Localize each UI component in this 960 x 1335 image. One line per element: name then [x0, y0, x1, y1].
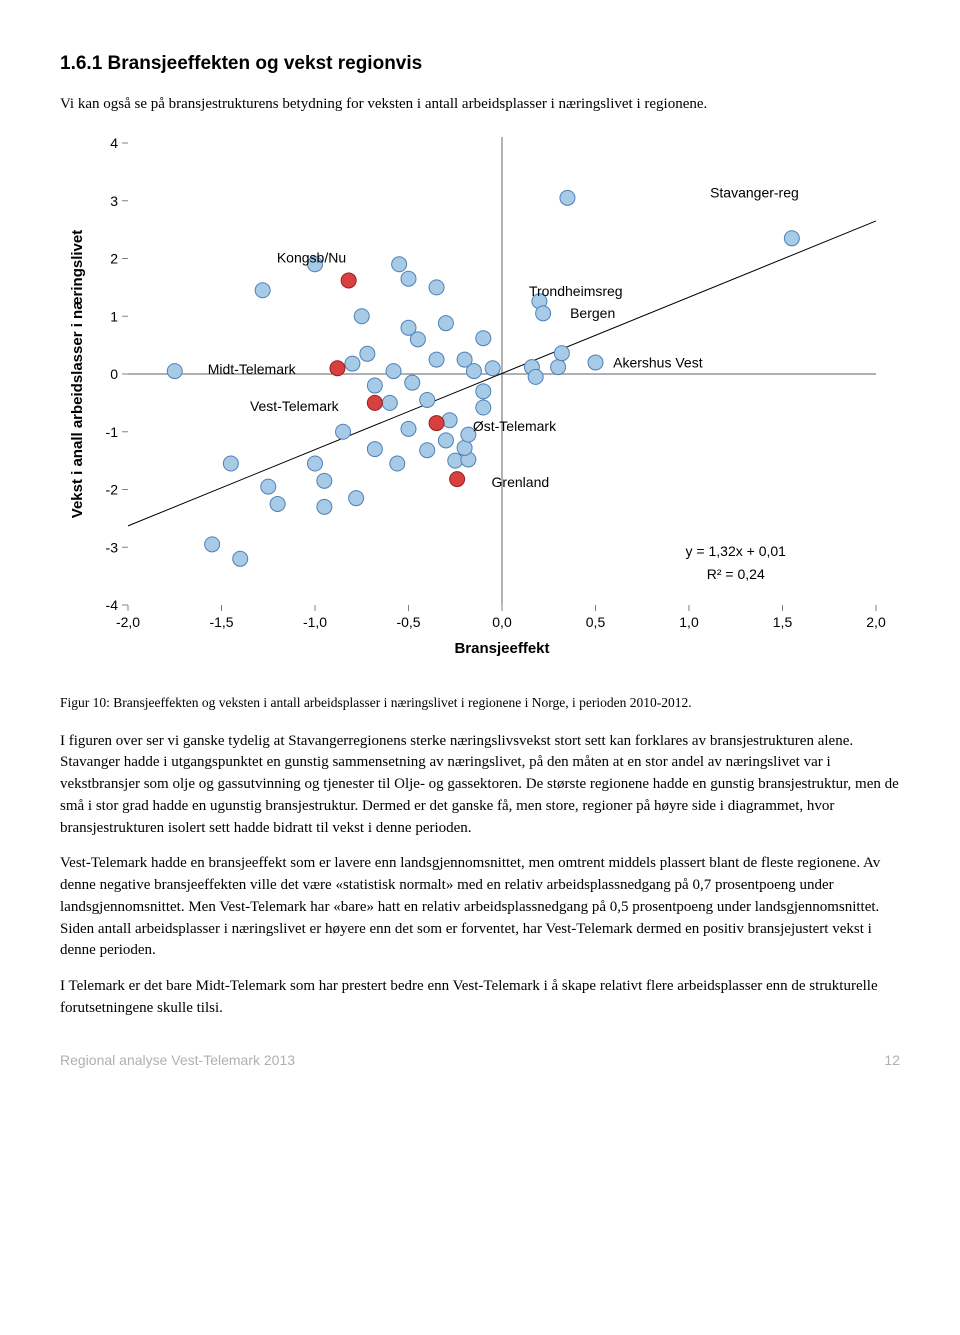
svg-text:Vekst i anall arbeidslasser i: Vekst i anall arbeidslasser i næringsliv… [69, 230, 86, 518]
svg-text:Bergen: Bergen [570, 305, 615, 321]
svg-text:Midt-Telemark: Midt-Telemark [208, 362, 297, 378]
svg-text:3: 3 [110, 193, 118, 209]
svg-text:0,0: 0,0 [492, 614, 512, 630]
svg-text:Stavanger-reg: Stavanger-reg [710, 185, 799, 201]
svg-text:Vest-Telemark: Vest-Telemark [250, 398, 340, 414]
svg-text:-4: -4 [106, 597, 119, 613]
svg-text:Trondheimsreg: Trondheimsreg [529, 283, 623, 299]
footer-doc-title: Regional analyse Vest-Telemark 2013 [60, 1050, 295, 1070]
intro-paragraph: Vi kan også se på bransjestrukturens bet… [60, 94, 900, 116]
svg-text:1,5: 1,5 [773, 614, 793, 630]
svg-text:4: 4 [110, 135, 118, 151]
svg-text:-3: -3 [106, 540, 119, 556]
footer-page-number: 12 [884, 1050, 900, 1070]
figure-caption: Figur 10: Bransjeeffekten og veksten i a… [60, 693, 900, 713]
svg-text:0,5: 0,5 [586, 614, 606, 630]
svg-text:R² = 0,24: R² = 0,24 [707, 566, 765, 582]
body-paragraph-1: I figuren over ser vi ganske tydelig at … [60, 731, 900, 840]
svg-text:-1,0: -1,0 [303, 614, 327, 630]
svg-text:1,0: 1,0 [679, 614, 699, 630]
svg-text:-0,5: -0,5 [396, 614, 420, 630]
svg-text:1: 1 [110, 309, 118, 325]
svg-text:Grenland: Grenland [492, 474, 550, 490]
body-paragraph-3: I Telemark er det bare Midt-Telemark som… [60, 976, 900, 1020]
body-paragraph-2: Vest-Telemark hadde en bransjeeffekt som… [60, 853, 900, 962]
svg-text:0: 0 [110, 366, 118, 382]
svg-text:Øst-Telemark: Øst-Telemark [473, 418, 557, 434]
svg-text:-1,5: -1,5 [209, 614, 233, 630]
svg-text:Bransjeeffekt: Bransjeeffekt [454, 640, 549, 657]
svg-text:2,0: 2,0 [866, 614, 886, 630]
svg-text:Akershus Vest: Akershus Vest [613, 355, 703, 371]
svg-text:-2: -2 [106, 482, 119, 498]
svg-text:-1: -1 [106, 424, 119, 440]
scatter-chart: -4 -3 -2 -1 0 1 2 3 4 -2,0 -1,5 -1,0 -0,5 0,0 0,5 1,0 1,… [60, 129, 900, 677]
section-heading: 1.6.1 Bransjeeffekten og vekst regionvis [60, 50, 900, 78]
svg-text:2: 2 [110, 251, 118, 267]
svg-text:Kongsb/Nu: Kongsb/Nu [277, 250, 346, 266]
svg-text:-2,0: -2,0 [116, 614, 140, 630]
svg-text:y = 1,32x + 0,01: y = 1,32x + 0,01 [686, 543, 787, 559]
